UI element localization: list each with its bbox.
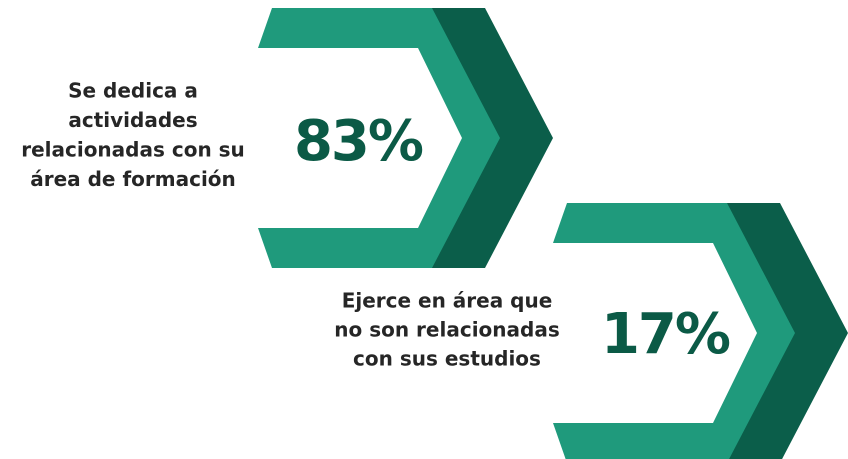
item-label: Se dedica a	[68, 79, 198, 103]
chevron-2	[553, 203, 848, 459]
chevron-light	[258, 8, 500, 268]
chevron-1	[258, 8, 553, 268]
chevron-light	[553, 203, 795, 459]
item-label: área de formación	[30, 167, 236, 191]
item-label: actividades	[68, 108, 197, 132]
item-label: con sus estudios	[353, 347, 541, 371]
item-label: no son relacionadas	[334, 318, 559, 342]
item-label: relacionadas con su	[21, 138, 245, 162]
chevron-dark	[425, 8, 553, 268]
item-percentage: 83%	[294, 109, 423, 174]
item-percentage: 17%	[601, 302, 730, 367]
item-label: Ejerce en área que	[342, 289, 553, 313]
